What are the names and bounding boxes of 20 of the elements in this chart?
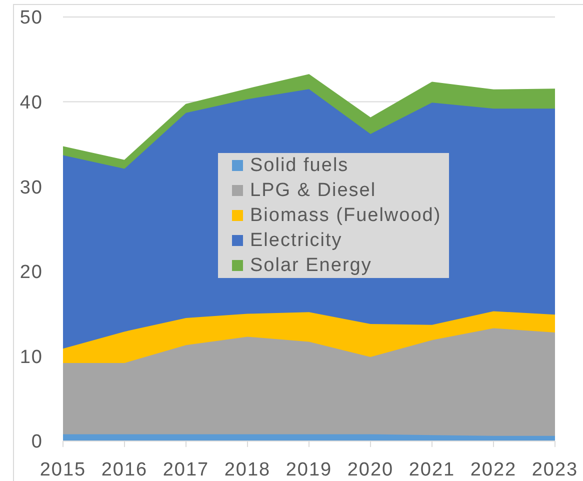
legend-label: Solar Energy [250,254,372,276]
legend-label: LPG & Diesel [250,180,376,202]
x-tick-label: 2017 [162,459,210,480]
y-tick-label: 30 [20,177,43,198]
x-tick-label: 2019 [286,459,332,480]
legend-label: Electricity [250,230,342,252]
y-tick-label: 10 [20,346,43,368]
x-tick-label: 2021 [408,459,456,480]
x-tick-label: 2015 [40,459,86,480]
x-tick-label: 2016 [101,459,148,480]
y-tick-label: 20 [20,262,43,284]
x-tick-label: 2023 [532,459,578,480]
x-tick-label: 2020 [347,459,394,480]
y-tick-label: 0 [31,432,43,453]
legend-label: Solid fuels [250,154,349,176]
y-tick-label: 40 [20,92,43,114]
y-tick-label: 50 [20,8,43,29]
legend-label: Biomass (Fuelwood) [250,204,442,226]
x-tick-label: 2018 [224,459,271,480]
x-tick-label: 2022 [470,459,517,480]
